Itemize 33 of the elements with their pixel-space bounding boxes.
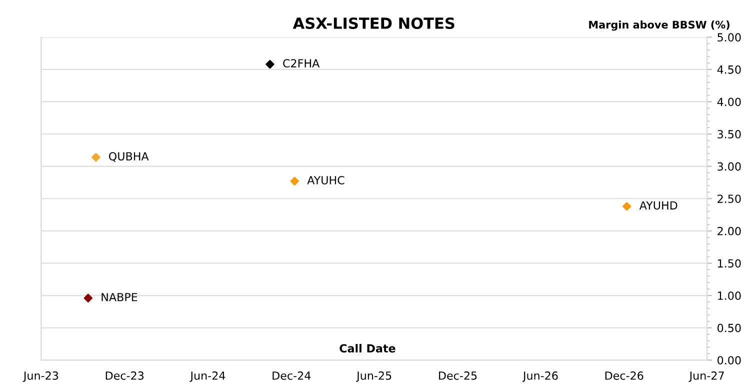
y-tick-label: 2.00 [718,226,741,236]
point [92,152,100,162]
series-label: C2FHA [283,59,320,68]
y-tick-label: 1.00 [718,291,741,300]
y-tick-label: 1.50 [718,259,741,268]
x-tick-label: Dec-23 [106,371,144,380]
series-label: NABPE [102,293,138,302]
series-label: QUBHA [109,152,149,162]
y-axis-title: Margin above BBSW (%) [589,20,730,31]
y-tick-label: 0.00 [718,356,741,364]
x-tick-label: Jun-27 [688,371,724,382]
x-tick-label: Dec-26 [605,371,644,380]
x-tick-label: Jun-25 [356,371,392,382]
y-tick-label: 4.00 [717,98,741,106]
point [84,294,93,302]
x-axis-title: Call Date [340,344,396,353]
x-tick-label: Dec-24 [272,371,311,380]
series-label: AYUHD [639,201,678,210]
x-tick-label: Dec-25 [439,371,477,380]
point [290,176,299,186]
x-tick-label: Jun-26 [522,371,558,382]
y-tick-label: 4.50 [717,65,741,74]
point [266,60,274,69]
x-tick-label: Jun-24 [190,371,226,382]
chart-title: ASX-LISTED NOTES [292,17,454,30]
y-tick-label: 2.50 [718,194,741,204]
series-label: AYUHC [307,176,344,184]
y-tick-label: 0.50 [718,324,741,332]
y-tick-label: 5.00 [718,33,741,42]
y-tick-label: 3.00 [718,162,741,171]
y-tick-label: 3.50 [718,130,741,138]
x-tick-label: Jun-23 [22,371,58,382]
point [622,202,632,211]
